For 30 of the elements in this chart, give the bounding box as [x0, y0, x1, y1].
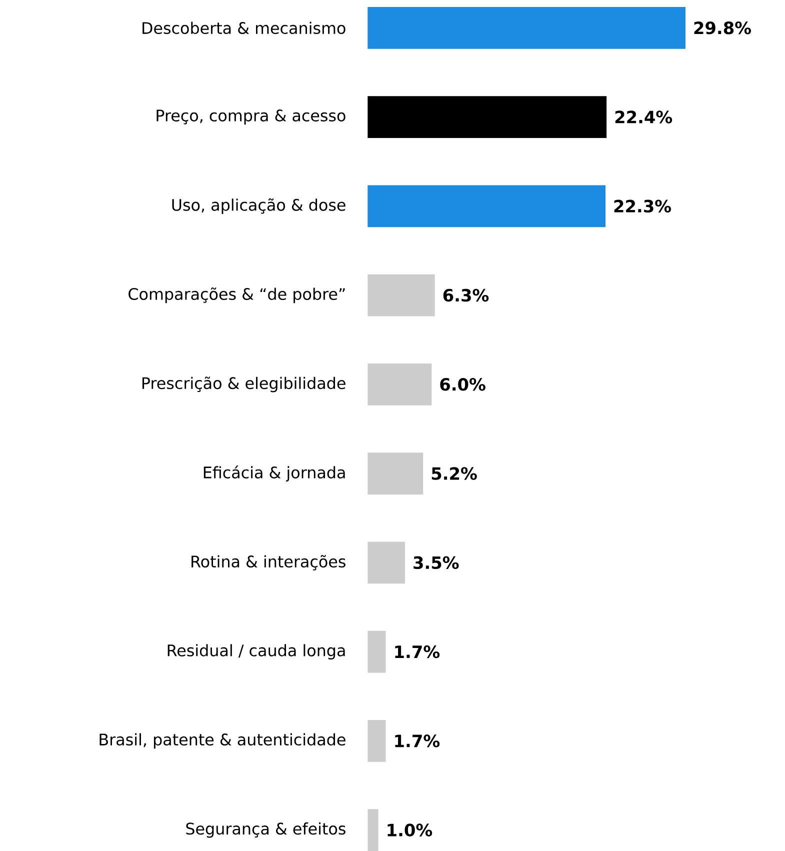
data-label: 1.7% [395, 645, 440, 658]
y-tick-label: Uso, aplicação & dose [172, 198, 346, 214]
bar [368, 452, 424, 494]
y-tick-label: Segurança & efeitos [186, 822, 346, 838]
bar [368, 96, 607, 138]
bar [368, 185, 606, 228]
bar [368, 363, 432, 406]
data-label: 5.2% [432, 467, 477, 480]
data-label: 22.4% [615, 110, 672, 124]
y-tick-label: Rotina & interações [192, 554, 346, 570]
bar [368, 274, 435, 316]
y-tick-label: Residual / cauda longa [168, 644, 345, 660]
y-tick-label: Descoberta & mecanismo [142, 22, 346, 34]
y-tick-label: Comparações & “de pobre” [128, 287, 345, 304]
bar [368, 6, 686, 49]
data-label: 3.5% [414, 556, 459, 570]
data-label: 6.0% [440, 378, 486, 391]
bar [368, 542, 405, 584]
data-label: 1.7% [395, 734, 440, 748]
bar [368, 630, 386, 673]
data-label: 29.8% [694, 22, 751, 34]
bar [368, 720, 386, 762]
y-tick-label: Brasil, patente & autenticidade [100, 733, 346, 749]
bar [368, 809, 378, 851]
y-tick-label: Preço, compra & acesso [156, 109, 346, 125]
data-label: 1.0% [388, 824, 432, 836]
y-tick-label: Prescrição & elegibilidade [142, 376, 346, 392]
data-label: 6.3% [443, 288, 489, 302]
y-tick-label: Eficácia & jornada [204, 466, 345, 482]
data-label: 22.3% [614, 200, 671, 213]
